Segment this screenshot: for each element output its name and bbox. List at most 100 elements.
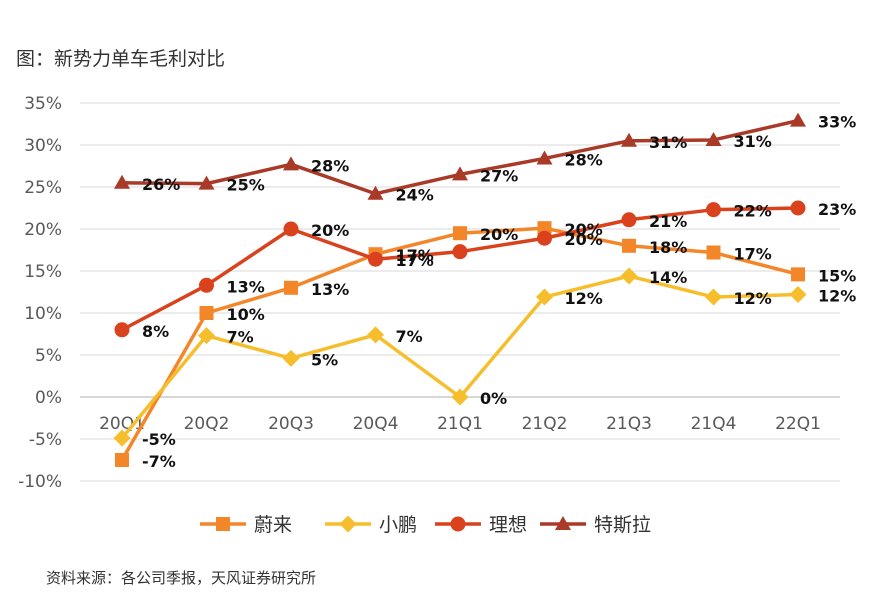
- data-point: [453, 226, 467, 241]
- data-point: [620, 267, 638, 285]
- y-tick-label: 20%: [24, 220, 62, 240]
- data-point: [115, 453, 129, 467]
- data-point: [706, 202, 721, 218]
- data-label: 12%: [565, 289, 603, 308]
- data-point: [113, 429, 131, 447]
- data-point: [368, 251, 383, 267]
- grid-lines: [80, 102, 840, 482]
- data-point: [790, 112, 806, 127]
- x-tick-label: 21Q1: [437, 414, 483, 434]
- data-point: [114, 174, 130, 189]
- data-point: [621, 132, 637, 147]
- data-point: [283, 221, 299, 237]
- data-label: 22%: [734, 202, 772, 221]
- data-label: 0%: [480, 389, 507, 408]
- data-label: 13%: [311, 280, 349, 299]
- data-label: 33%: [818, 113, 856, 132]
- data-label: 28%: [565, 150, 603, 169]
- chart-title: 图：新势力单车毛利对比: [16, 48, 226, 70]
- data-label: 31%: [734, 132, 772, 151]
- data-point: [198, 327, 215, 345]
- y-tick-label: 30%: [24, 136, 62, 156]
- data-point: [199, 306, 214, 320]
- y-tick-label: -10%: [18, 472, 62, 492]
- data-point: [451, 388, 469, 406]
- x-tick-label: 22Q1: [775, 414, 821, 434]
- legend-label: 蔚来: [254, 514, 292, 536]
- y-tick-label: -5%: [29, 430, 62, 450]
- data-label: -5%: [142, 430, 176, 449]
- x-tick-label: 21Q4: [691, 414, 737, 434]
- data-point: [537, 230, 552, 246]
- data-label: 15%: [818, 266, 856, 285]
- data-label: 17%: [396, 251, 434, 270]
- data-point: [536, 150, 553, 165]
- data-label: -7%: [142, 452, 176, 471]
- data-label: 14%: [649, 268, 687, 287]
- data-point: [790, 200, 806, 216]
- y-tick-label: 0%: [35, 388, 62, 408]
- data-point: [198, 175, 215, 190]
- legend-label: 理想: [489, 514, 527, 536]
- data-point: [705, 131, 722, 146]
- data-label: 13%: [227, 277, 265, 296]
- data-point: [789, 286, 807, 304]
- y-tick-label: 10%: [24, 304, 62, 324]
- legend-label: 特斯拉: [594, 514, 651, 536]
- data-point: [706, 245, 721, 260]
- data-label: 31%: [649, 133, 687, 152]
- data-point: [282, 349, 300, 367]
- data-label: 12%: [818, 287, 856, 306]
- legend-marker: [216, 517, 230, 531]
- data-point: [621, 212, 637, 228]
- data-label: 7%: [396, 327, 423, 346]
- y-tick-label: 15%: [24, 262, 62, 282]
- x-tick-label: 20Q4: [353, 414, 399, 434]
- data-labels: -7%10%13%17%20% 20%18% 17%15%-5%7%5%7%0%12…: [142, 113, 856, 471]
- data-label: 26%: [142, 175, 180, 194]
- x-tick-label: 20Q2: [184, 414, 230, 434]
- data-point: [622, 238, 636, 253]
- y-tick-label: 35%: [24, 94, 62, 114]
- data-label: 7%: [227, 328, 254, 347]
- x-tick-label: 21Q2: [522, 414, 568, 434]
- data-point: [791, 267, 805, 282]
- data-label: 28%: [311, 156, 349, 175]
- data-point: [452, 166, 468, 181]
- data-point: [199, 277, 214, 293]
- data-point: [536, 288, 553, 306]
- data-label: 12%: [734, 289, 772, 308]
- data-point: [283, 156, 299, 171]
- data-point: [114, 322, 130, 338]
- data-label: 8%: [142, 322, 169, 341]
- data-label: 25%: [227, 176, 265, 195]
- source-note: 资料来源：各公司季报，天风证券研究所: [46, 569, 317, 587]
- data-label: 21%: [649, 212, 687, 231]
- data-label: 5%: [311, 350, 338, 369]
- data-label: 17%: [396, 246, 434, 265]
- series-line: [121, 118, 799, 196]
- y-tick-label: 5%: [35, 346, 62, 366]
- data-label: 24%: [396, 186, 434, 205]
- y-axis: -10% -5% 0% 5% 10% 15% 20% 25% 30% 35%: [18, 94, 62, 492]
- legend-marker: [450, 516, 466, 532]
- data-label: 18%: [649, 238, 687, 257]
- x-tick-label: 20Q1: [99, 414, 145, 434]
- data-label: 10%: [227, 305, 265, 324]
- x-tick-label: 20Q3: [268, 414, 314, 434]
- data-label: 20%: [565, 220, 603, 239]
- series-group: [113, 112, 807, 467]
- y-tick-label: 25%: [24, 178, 62, 198]
- data-point: [452, 244, 468, 260]
- data-label: 20%: [311, 221, 349, 240]
- data-point: [705, 288, 722, 306]
- data-point: [367, 326, 384, 344]
- x-tick-label: 21Q3: [606, 414, 652, 434]
- data-label: 27%: [480, 166, 518, 185]
- data-label: 20%: [565, 230, 603, 249]
- legend-marker: [555, 516, 571, 530]
- legend-label: 小鹏: [379, 514, 417, 536]
- data-label: 23%: [818, 200, 856, 219]
- data-point: [284, 280, 298, 295]
